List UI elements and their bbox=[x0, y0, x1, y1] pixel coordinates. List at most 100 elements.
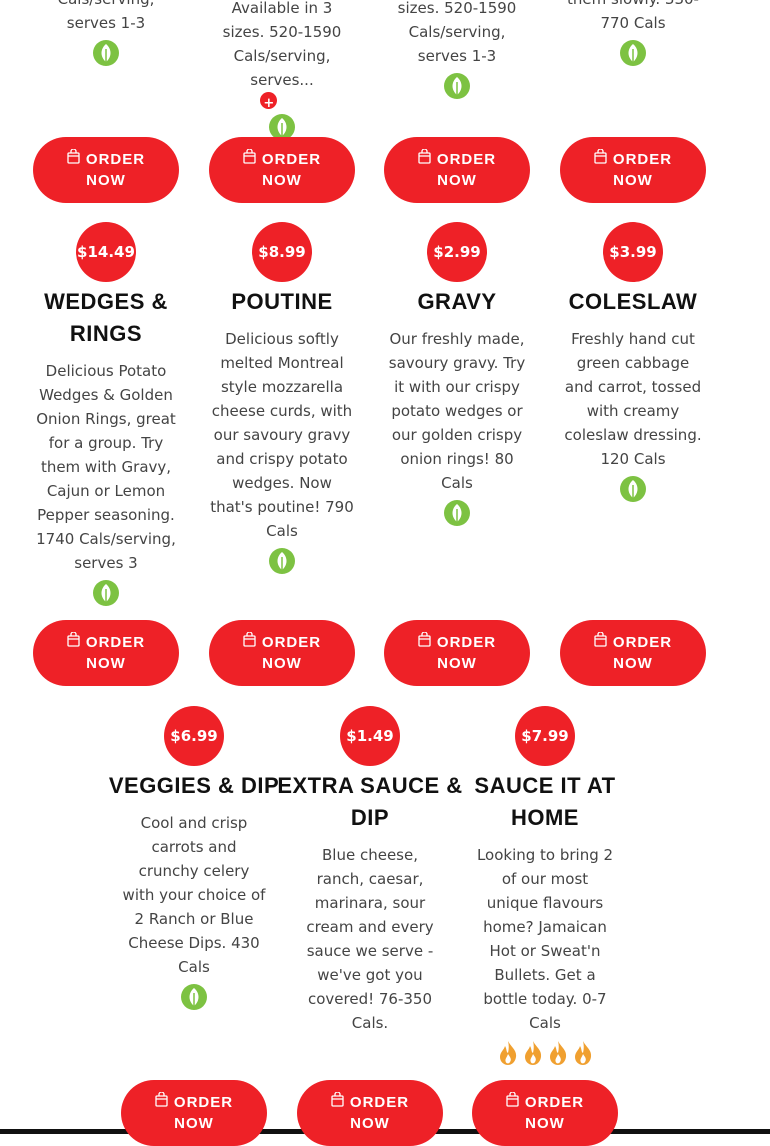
description-line: Bullets. Get a bbox=[494, 963, 595, 987]
order-now-button[interactable]: ORDER NOW bbox=[297, 1080, 443, 1146]
shopping-bag-icon bbox=[331, 1091, 344, 1113]
spicy-flame-icon bbox=[522, 1040, 544, 1070]
description-line: our savoury gravy bbox=[214, 423, 351, 447]
description-line: Cals/serving, bbox=[58, 0, 155, 11]
description-text: them slowly. 330- bbox=[567, 0, 699, 8]
price-badge: $7.99 bbox=[515, 706, 575, 766]
spicy-flame-icon bbox=[572, 1040, 594, 1070]
description-line: serves 1-3 bbox=[418, 44, 496, 68]
description-text: and crispy potato bbox=[216, 450, 348, 468]
item-title: VEGGIES & DIP bbox=[109, 770, 279, 802]
item-description: Our freshly made, savoury gravy. Try it wi… bbox=[389, 327, 525, 495]
dietary-icons bbox=[620, 40, 646, 70]
vegetarian-leaf-icon bbox=[93, 40, 119, 70]
description-text: Delicious softly bbox=[225, 330, 339, 348]
order-now-button[interactable]: ORDER NOW bbox=[209, 620, 355, 686]
description-line: serves 3 bbox=[74, 551, 137, 575]
shopping-bag-icon bbox=[418, 631, 431, 653]
description-line: Cals bbox=[266, 519, 298, 543]
order-text-now: NOW bbox=[262, 655, 302, 672]
description-line: Available in 3 bbox=[232, 0, 333, 20]
description-line: Delicious softly bbox=[225, 327, 339, 351]
description-line: Cheese Dips. 430 bbox=[128, 931, 259, 955]
menu-item: Cals/serving, serves 1-3 bbox=[31, 0, 181, 70]
description-line: sizes. 520-1590 bbox=[398, 0, 517, 20]
order-now-button[interactable]: ORDER NOW bbox=[384, 620, 530, 686]
order-label-line1: ORDER bbox=[331, 1091, 409, 1113]
item-description: Blue cheese, ranch, caesar, marinara, sour… bbox=[306, 843, 433, 1035]
order-now-button[interactable]: ORDER NOW bbox=[560, 620, 706, 686]
menu-item: $7.99 SAUCE IT AT HOME Looking to bring 2 of… bbox=[470, 706, 620, 1070]
description-text: coleslaw dressing. bbox=[564, 426, 702, 444]
description-line: Wedges & Golden bbox=[39, 383, 173, 407]
description-text: our savoury gravy bbox=[213, 426, 351, 444]
description-text: serves... bbox=[250, 71, 314, 89]
order-text: ORDER bbox=[524, 1094, 585, 1111]
description-text: with creamy bbox=[586, 402, 680, 420]
spicy-flame-icon bbox=[497, 1040, 519, 1070]
read-more-button[interactable]: + bbox=[260, 92, 278, 111]
price-badge: $8.99 bbox=[252, 222, 312, 282]
order-now-button[interactable]: ORDER NOW bbox=[384, 137, 530, 203]
description-line: Looking to bring 2 bbox=[477, 843, 613, 867]
description-line: Pepper seasoning. bbox=[37, 503, 175, 527]
description-text: unique flavours bbox=[486, 894, 604, 912]
description-line: ranch, caesar, bbox=[317, 867, 424, 891]
description-line: wedges. Now bbox=[232, 471, 332, 495]
description-text: Cals. bbox=[351, 1014, 389, 1032]
description-text: Cool and crisp bbox=[140, 814, 248, 832]
order-label-line1: ORDER bbox=[506, 1091, 585, 1113]
item-title: WEDGES & RINGS bbox=[44, 286, 168, 350]
description-text: sauce we serve - bbox=[306, 942, 434, 960]
description-line: Hot or Sweat'n bbox=[490, 939, 601, 963]
item-description: Freshly hand cut green cabbage and carrot,… bbox=[564, 327, 701, 471]
description-text: green cabbage bbox=[576, 354, 690, 372]
description-text: Cals bbox=[178, 958, 210, 976]
description-text: potato wedges or bbox=[391, 402, 523, 420]
description-text: wedges. Now bbox=[232, 474, 332, 492]
order-text: ORDER bbox=[173, 1094, 234, 1111]
item-title-line: EXTRA SAUCE & bbox=[277, 773, 463, 798]
description-text: Blue cheese, bbox=[322, 846, 418, 864]
description-text: covered! 76-350 bbox=[307, 990, 432, 1008]
description-text: with your choice of bbox=[122, 886, 266, 904]
order-now-button[interactable]: ORDER NOW bbox=[33, 620, 179, 686]
description-line: Cals/serving, bbox=[409, 20, 506, 44]
dietary-icons bbox=[181, 984, 207, 1014]
order-text-now: NOW bbox=[350, 1115, 390, 1132]
shopping-bag-icon bbox=[243, 148, 256, 170]
description-text: Bullets. Get a bbox=[494, 966, 596, 984]
order-text-now: NOW bbox=[262, 172, 302, 189]
order-now-button[interactable]: ORDER NOW bbox=[560, 137, 706, 203]
order-text: ORDER bbox=[436, 634, 497, 651]
order-now-button[interactable]: ORDER NOW bbox=[209, 137, 355, 203]
vegetarian-leaf-icon bbox=[181, 984, 207, 1014]
description-line: Freshly hand cut bbox=[571, 327, 695, 351]
description-line: bottle today. 0-7 bbox=[483, 987, 606, 1011]
description-line: crunchy celery bbox=[139, 859, 250, 883]
order-now-button[interactable]: ORDER NOW bbox=[472, 1080, 618, 1146]
order-label-line1: ORDER bbox=[243, 148, 321, 170]
description-line: Blue cheese, bbox=[322, 843, 418, 867]
vegetarian-leaf-icon bbox=[620, 476, 646, 506]
order-now-button[interactable]: ORDER NOW bbox=[121, 1080, 267, 1146]
description-line: we've got you bbox=[317, 963, 422, 987]
description-text: Cals bbox=[266, 522, 298, 540]
item-title: SAUCE IT AT HOME bbox=[474, 770, 615, 834]
item-title-line: COLESLAW bbox=[568, 289, 698, 314]
order-text-now: NOW bbox=[613, 172, 653, 189]
dietary-icons bbox=[444, 73, 470, 103]
description-text: Cals bbox=[441, 474, 473, 492]
description-text: Wedges & Golden bbox=[39, 386, 173, 404]
description-text: we've got you bbox=[317, 966, 423, 984]
order-text-now: NOW bbox=[613, 655, 653, 672]
description-line: potato wedges or bbox=[391, 399, 522, 423]
description-text: bottle today. 0-7 bbox=[483, 990, 607, 1008]
dietary-icons bbox=[93, 40, 119, 70]
order-text: ORDER bbox=[436, 151, 497, 168]
menu-item: $14.49 WEDGES & RINGS Delicious Potato Wedge… bbox=[31, 222, 181, 610]
description-text: Cals/serving, bbox=[233, 47, 331, 65]
item-title-line: SAUCE IT AT bbox=[474, 773, 616, 798]
description-line: Cals bbox=[441, 471, 473, 495]
order-now-button[interactable]: ORDER NOW bbox=[33, 137, 179, 203]
